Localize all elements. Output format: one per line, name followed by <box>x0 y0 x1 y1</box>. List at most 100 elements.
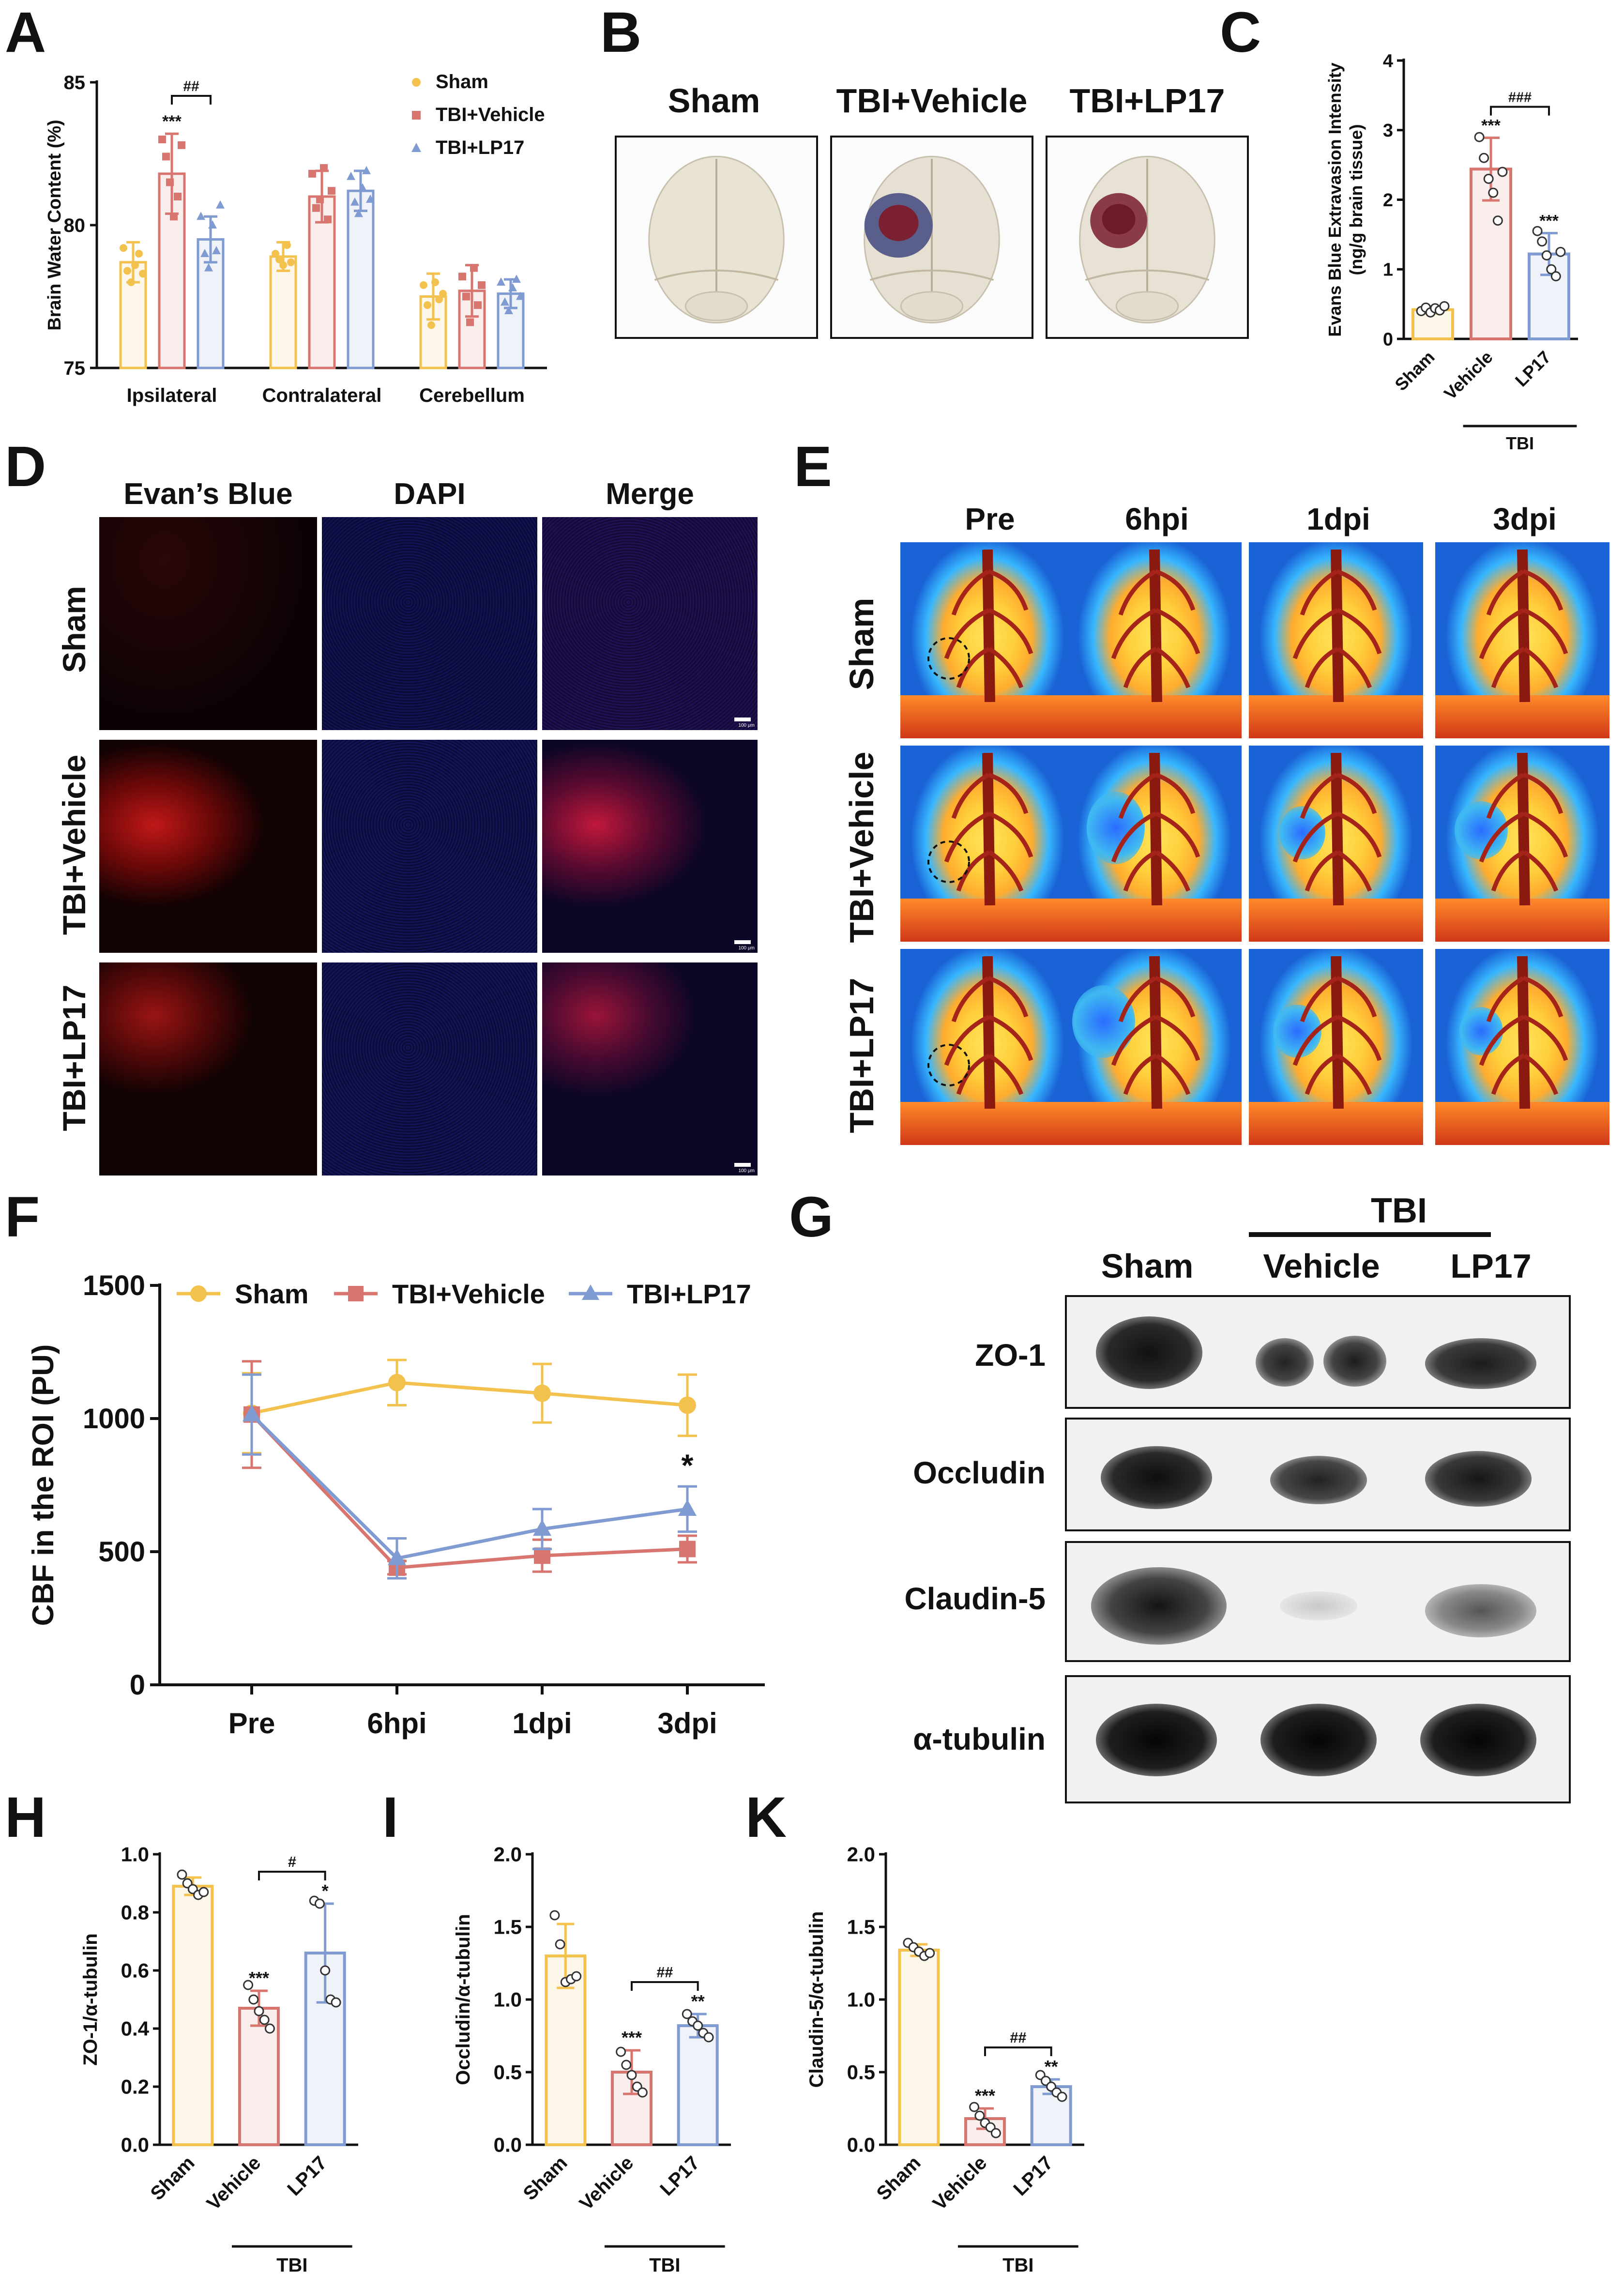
panel-e-col-pre: Pre <box>965 502 1015 536</box>
micro-vehicle-merge: 100 μm <box>542 740 758 953</box>
vessel-overlay <box>1111 752 1200 906</box>
laser-speckle-image <box>1249 949 1423 1145</box>
data-point <box>1537 236 1548 247</box>
band <box>1256 1338 1314 1387</box>
y-tick-label: 1.5 <box>494 1916 522 1939</box>
scale-bar <box>734 1163 751 1167</box>
chart-c-evans-blue: 0 1 2 3 4 Sham Vehicle LP17 *** *** ### TBI Evans Bl… <box>1325 51 1578 453</box>
data-point <box>1492 215 1503 226</box>
laser-speckle-image <box>900 746 1075 942</box>
data-point <box>264 2023 275 2034</box>
y-tick-label: 2.0 <box>494 1843 522 1866</box>
y-tick-label: 0.0 <box>847 2134 875 2156</box>
x-tick-label: LP17 <box>1511 347 1555 391</box>
vessel <box>1517 752 1530 906</box>
micro-lp17-evans <box>99 962 317 1176</box>
significance-mark: *** <box>622 2028 642 2047</box>
panel-e-row-sham: Sham <box>843 597 880 690</box>
data-point <box>120 244 127 252</box>
legend-label: Sham <box>436 71 488 92</box>
legend-marker <box>582 1284 599 1300</box>
data-point <box>366 194 375 203</box>
data-point <box>439 290 447 298</box>
blot-label-zo1: ZO-1 <box>975 1338 1046 1373</box>
y-tick-label: 80 <box>64 215 86 236</box>
data-point <box>279 261 287 269</box>
legend-marker <box>411 143 421 152</box>
laser-speckle-image <box>1249 746 1423 942</box>
micro-sham-merge: 100 μm <box>542 517 758 730</box>
y-tick-label: 500 <box>98 1536 145 1568</box>
data-point <box>388 1374 406 1391</box>
band <box>1323 1336 1386 1387</box>
vessel <box>1479 772 1568 892</box>
panel-d-row-sham: Sham <box>56 586 92 673</box>
laser-bottom-region <box>1249 1101 1423 1145</box>
data-point <box>388 1548 406 1565</box>
panel-e-col-1dpi: 1dpi <box>1306 502 1370 536</box>
data-point <box>198 1887 209 1897</box>
significance-mark: *** <box>1539 212 1559 230</box>
panel-label-d: D <box>5 435 46 499</box>
data-point <box>177 1869 187 1880</box>
data-point <box>216 200 225 209</box>
data-point <box>135 250 143 258</box>
brain-photo-vehicle <box>830 136 1033 339</box>
data-point <box>682 2009 692 2019</box>
significance-mark: *** <box>1481 117 1501 135</box>
significance-mark: ## <box>656 1964 673 1981</box>
data-point <box>314 1898 325 1909</box>
data-point <box>555 1939 565 1950</box>
x-tick-label: LP17 <box>656 2152 704 2200</box>
data-point <box>571 1971 582 1982</box>
data-point <box>478 281 486 289</box>
band <box>1091 1567 1227 1645</box>
data-point <box>212 246 221 255</box>
y-tick-label: 1.0 <box>847 1988 875 2011</box>
band <box>1425 1584 1536 1637</box>
vessel <box>1331 549 1344 702</box>
vessel <box>1331 752 1344 906</box>
bar <box>677 2024 719 2146</box>
data-point <box>925 1948 935 1958</box>
laser-bottom-region <box>1067 695 1242 738</box>
data-point <box>243 1980 254 1990</box>
blot-label-tubulin: α-tubulin <box>913 1722 1046 1756</box>
legend-label: TBI+Vehicle <box>392 1279 545 1309</box>
micro-lp17-dapi <box>322 962 537 1176</box>
data-point <box>533 1384 551 1402</box>
vessel <box>1111 569 1200 688</box>
vessel-overlay <box>927 752 1033 906</box>
micro-vehicle-evans <box>99 740 317 953</box>
data-point <box>123 267 131 275</box>
laser-speckle-image <box>900 542 1075 738</box>
bar <box>269 255 297 369</box>
x-tick-label: LP17 <box>283 2152 331 2200</box>
data-point <box>347 171 355 180</box>
data-point <box>197 212 205 220</box>
data-point <box>427 321 435 329</box>
vessel <box>1517 549 1530 702</box>
y-axis-label: Brain Water Content (%) <box>45 120 65 331</box>
data-point <box>1546 264 1557 275</box>
data-point <box>549 1910 560 1921</box>
panel-label-g: G <box>789 1185 834 1249</box>
y-tick-label: 1000 <box>83 1403 145 1435</box>
micro-vehicle-dapi <box>322 740 537 953</box>
roi-circle <box>927 637 970 680</box>
x-tick-label: Vehicle <box>576 2152 638 2214</box>
data-point <box>1474 132 1485 142</box>
laser-bottom-region <box>1249 695 1423 738</box>
band <box>1096 1316 1202 1389</box>
data-point <box>316 195 324 203</box>
data-point <box>283 241 291 249</box>
y-tick-label: 0.2 <box>121 2076 149 2098</box>
data-point <box>170 213 178 221</box>
significance-mark: * <box>682 1448 694 1482</box>
data-point <box>621 2060 632 2070</box>
y-tick-label: 0.0 <box>121 2134 149 2156</box>
vessel <box>944 772 1033 892</box>
vessel <box>1292 772 1382 892</box>
